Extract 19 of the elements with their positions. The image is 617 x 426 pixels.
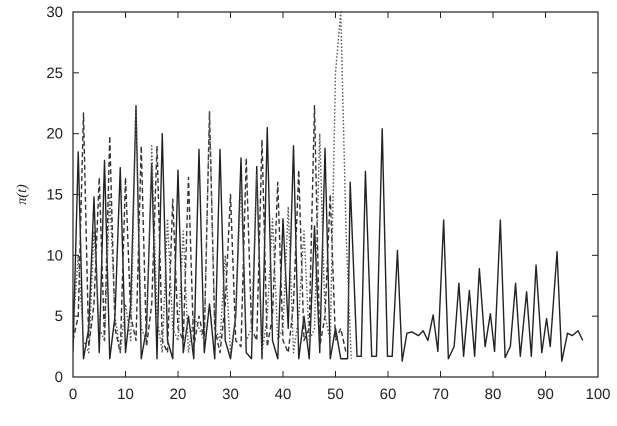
x-tick-label: 90 — [537, 386, 554, 403]
y-tick-label: 15 — [46, 186, 63, 204]
y-tick-label: 0 — [54, 369, 63, 386]
y-axis-title: π(t) — [15, 184, 30, 205]
x-tick-label: 40 — [274, 386, 292, 403]
x-tick-label: 60 — [380, 386, 396, 403]
y-tick-label: 10 — [46, 247, 63, 264]
x-tick-label: 10 — [117, 386, 134, 403]
x-tick-label: 0 — [68, 386, 78, 403]
x-tick-label: 50 — [327, 386, 344, 403]
x-tick-label: 80 — [484, 386, 502, 403]
y-tick-label: 20 — [46, 126, 63, 143]
y-tick-label: 25 — [46, 64, 63, 82]
x-tick-label: 70 — [432, 386, 449, 403]
x-tick-label: 100 — [585, 386, 611, 403]
x-tick-label: 20 — [170, 386, 186, 403]
y-tick-label: 30 — [46, 4, 63, 21]
y-tick-label: 5 — [54, 308, 63, 326]
x-tick-label: 30 — [222, 386, 239, 403]
